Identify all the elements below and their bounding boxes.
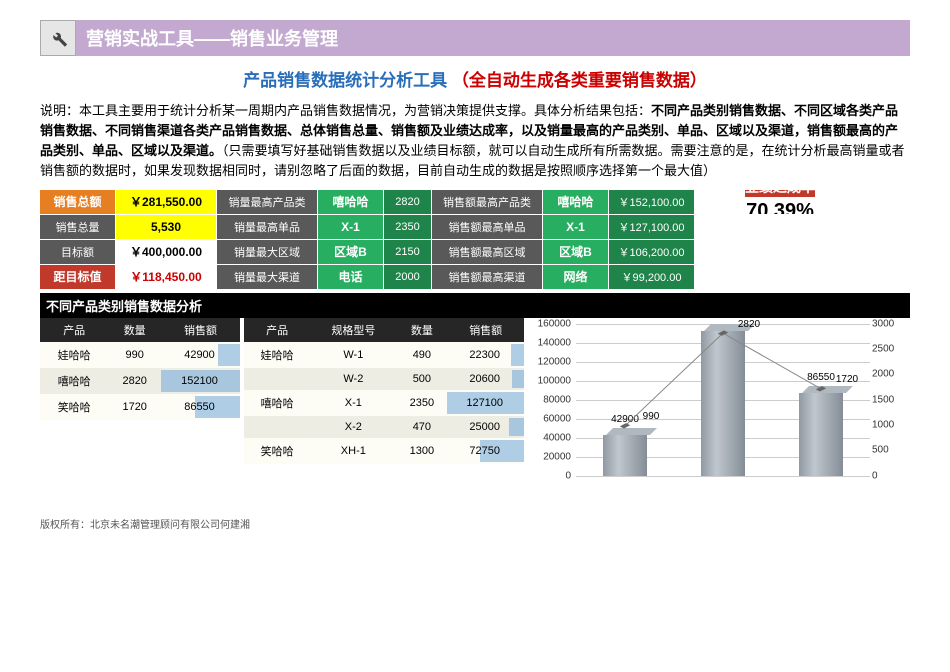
table-category: 产品数量销售额娃哈哈99042900嘻哈哈2820152100笑哈哈172086… <box>40 318 240 498</box>
sum-label: 销售总量 <box>40 215 115 239</box>
sum-qty1: 2150 <box>384 240 431 264</box>
copyright: 版权所有：北京未名潮管理顾问有限公司何建湘 <box>0 508 950 539</box>
summary-grid: 销售总额￥281,550.00销量最高产品类嘻哈哈2820销售额最高产品类嘻哈哈… <box>40 190 910 289</box>
sum-amt2: ￥106,200.00 <box>609 240 694 264</box>
bottom-row: 产品数量销售额娃哈哈99042900嘻哈哈2820152100笑哈哈172086… <box>40 318 910 498</box>
subtitle-note: （全自动生成各类重要销售数据） <box>452 71 707 90</box>
subtitle: 产品销售数据统计分析工具 （全自动生成各类重要销售数据） <box>40 66 910 91</box>
title-bar: 营销实战工具——销售业务管理 <box>40 20 910 56</box>
sum-label: 距目标值 <box>40 265 115 289</box>
sum-metric1: 销量最大渠道 <box>217 265 317 289</box>
subtitle-main: 产品销售数据统计分析工具 <box>243 71 447 90</box>
achieve-label: 业绩达成率 <box>745 190 815 198</box>
sum-name2: X-1 <box>543 215 608 239</box>
sum-name2: 网络 <box>543 265 608 289</box>
sum-value: ￥118,450.00 <box>116 265 216 289</box>
description: 说明：本工具主要用于统计分析某一周期内产品销售数据情况，为营销决策提供支撑。具体… <box>40 101 910 182</box>
sum-qty1: 2820 <box>384 190 431 214</box>
sum-name2: 区域B <box>543 240 608 264</box>
line-series <box>576 324 870 476</box>
page-title: 营销实战工具——销售业务管理 <box>76 25 338 51</box>
sum-value: ￥281,550.00 <box>116 190 216 214</box>
combo-chart: 0200004000060000800001000001200001400001… <box>528 318 910 498</box>
sum-name1: 电话 <box>318 265 383 289</box>
achievement-box: 业绩达成率 70.39% <box>695 190 865 214</box>
sum-qty1: 2350 <box>384 215 431 239</box>
table-sku: 产品规格型号数量销售额娃哈哈W-149022300W-250020600嘻哈哈X… <box>244 318 524 498</box>
sum-metric1: 销量最高产品类 <box>217 190 317 214</box>
sum-name1: 区域B <box>318 240 383 264</box>
sum-name1: 嘻哈哈 <box>318 190 383 214</box>
sum-value: 5,530 <box>116 215 216 239</box>
sum-metric1: 销量最大区域 <box>217 240 317 264</box>
achieve-value: 70.39% <box>746 197 814 214</box>
sum-amt2: ￥152,100.00 <box>609 190 694 214</box>
sum-metric1: 销量最高单品 <box>217 215 317 239</box>
sum-name2: 嘻哈哈 <box>543 190 608 214</box>
sum-amt2: ￥127,100.00 <box>609 215 694 239</box>
sum-label: 销售总额 <box>40 190 115 214</box>
sum-qty1: 2000 <box>384 265 431 289</box>
sum-metric2: 销售额最高区域 <box>432 240 542 264</box>
sum-name1: X-1 <box>318 215 383 239</box>
section-header: 不同产品类别销售数据分析 <box>40 293 910 318</box>
wrench-icon <box>40 20 76 56</box>
sum-metric2: 销售额最高渠道 <box>432 265 542 289</box>
sum-metric2: 销售额最高产品类 <box>432 190 542 214</box>
sum-value: ￥400,000.00 <box>116 240 216 264</box>
sum-amt2: ￥99,200.00 <box>609 265 694 289</box>
sum-label: 目标额 <box>40 240 115 264</box>
sum-metric2: 销售额最高单品 <box>432 215 542 239</box>
